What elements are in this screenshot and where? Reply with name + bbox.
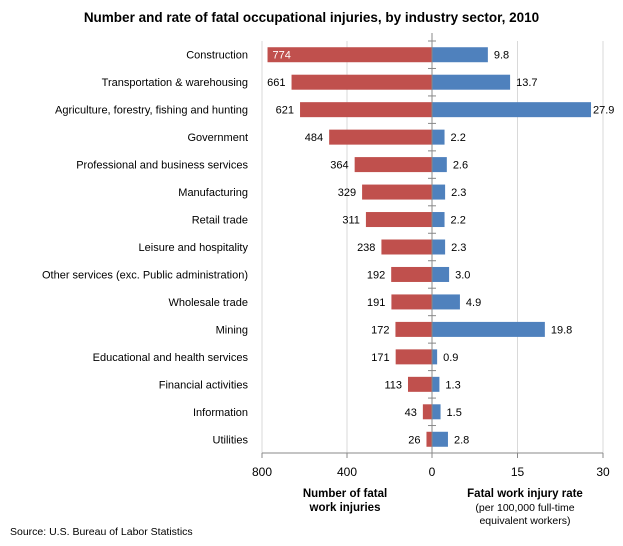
data-label-rate: 4.9 xyxy=(466,297,481,309)
left-axis-label: Number of fatal work injuries xyxy=(302,488,388,514)
left-axis-title-group: Number of fatal work injuries xyxy=(290,487,400,515)
bar-rate xyxy=(432,239,446,255)
category-label: Transportation & warehousing xyxy=(102,77,248,89)
tick-label: 30 xyxy=(596,465,610,479)
data-label-rate: 9.8 xyxy=(494,50,509,62)
data-label-rate: 27.9 xyxy=(593,105,614,117)
bar-rate xyxy=(432,74,511,90)
bar-count xyxy=(291,74,432,90)
data-label-count: 661 xyxy=(267,77,285,89)
category-label: Leisure and hospitality xyxy=(139,242,249,254)
data-label-rate: 13.7 xyxy=(516,77,537,89)
bar-count xyxy=(426,431,432,447)
category-label: Construction xyxy=(186,50,248,62)
bar-count xyxy=(391,294,432,310)
data-label-rate: 2.3 xyxy=(451,242,466,254)
data-label-rate: 2.2 xyxy=(451,215,466,227)
category-label: Wholesale trade xyxy=(169,297,249,309)
data-label-count: 172 xyxy=(371,324,389,336)
data-label-count: 26 xyxy=(408,434,420,446)
data-label-rate: 2.8 xyxy=(454,434,469,446)
bar-rate xyxy=(432,294,460,310)
bar-rate xyxy=(432,431,448,447)
data-label-rate: 2.3 xyxy=(451,187,466,199)
bar-rate xyxy=(432,47,488,63)
data-label-count: 311 xyxy=(342,215,360,227)
tick-label: 0 xyxy=(429,465,436,479)
data-label-rate: 2.6 xyxy=(453,160,468,172)
data-label-rate: 1.3 xyxy=(445,379,460,391)
data-label-count: 192 xyxy=(367,269,385,281)
bar-count xyxy=(354,157,432,173)
data-label-count: 774 xyxy=(273,50,291,62)
bar-rate xyxy=(432,157,447,173)
bar-count xyxy=(365,212,432,228)
category-label: Financial activities xyxy=(159,379,249,391)
category-label: Retail trade xyxy=(192,215,248,227)
right-axis-title-group: Fatal work injury rate (per 100,000 full… xyxy=(440,487,610,528)
bar-count xyxy=(381,239,432,255)
category-label: Professional and business services xyxy=(76,160,248,172)
data-label-count: 191 xyxy=(367,297,385,309)
source-note: Source: U.S. Bureau of Labor Statistics xyxy=(10,526,193,538)
right-axis-label: Fatal work injury rate xyxy=(467,488,583,500)
bar-rate xyxy=(432,321,545,337)
data-label-rate: 19.8 xyxy=(551,324,572,336)
data-label-count: 484 xyxy=(305,132,323,144)
category-label: Manufacturing xyxy=(178,187,248,199)
category-label: Government xyxy=(187,132,248,144)
bar-rate xyxy=(432,212,445,228)
data-label-count: 621 xyxy=(276,105,294,117)
tick-label: 800 xyxy=(252,465,272,479)
bar-rate xyxy=(432,266,450,282)
tick-label: 400 xyxy=(337,465,357,479)
category-label: Information xyxy=(193,407,248,419)
data-label-count: 329 xyxy=(338,187,356,199)
data-label-rate: 1.5 xyxy=(447,407,462,419)
bar-rate xyxy=(432,349,438,365)
bar-rate xyxy=(432,129,445,145)
bar-rate xyxy=(432,184,446,200)
chart-title: Number and rate of fatal occupational in… xyxy=(83,10,540,25)
tick-label: 15 xyxy=(511,465,525,479)
bar-count xyxy=(395,349,432,365)
data-label-count: 113 xyxy=(384,379,402,391)
bar-count xyxy=(391,266,432,282)
category-label: Mining xyxy=(216,324,248,336)
data-label-count: 171 xyxy=(371,352,389,364)
bar-count xyxy=(362,184,432,200)
bar-count xyxy=(329,129,432,145)
bar-rate xyxy=(432,102,592,118)
category-label: Agriculture, forestry, fishing and hunti… xyxy=(55,105,248,117)
bar-rate xyxy=(432,404,441,420)
data-label-rate: 0.9 xyxy=(443,352,458,364)
bar-rate xyxy=(432,376,440,392)
data-label-count: 43 xyxy=(405,407,417,419)
bar-count xyxy=(300,102,432,118)
data-label-count: 364 xyxy=(330,160,348,172)
category-label: Utilities xyxy=(213,434,249,446)
category-label: Other services (exc. Public administrati… xyxy=(42,269,248,281)
bar-count xyxy=(422,404,432,420)
right-axis-sublabel: (per 100,000 full-time equivalent worker… xyxy=(475,502,575,527)
data-label-rate: 3.0 xyxy=(455,269,470,281)
bar-count xyxy=(267,47,432,63)
data-label-count: 238 xyxy=(357,242,375,254)
category-label: Educational and health services xyxy=(93,352,249,364)
data-label-rate: 2.2 xyxy=(451,132,466,144)
bar-count xyxy=(395,321,432,337)
bar-count xyxy=(407,376,432,392)
